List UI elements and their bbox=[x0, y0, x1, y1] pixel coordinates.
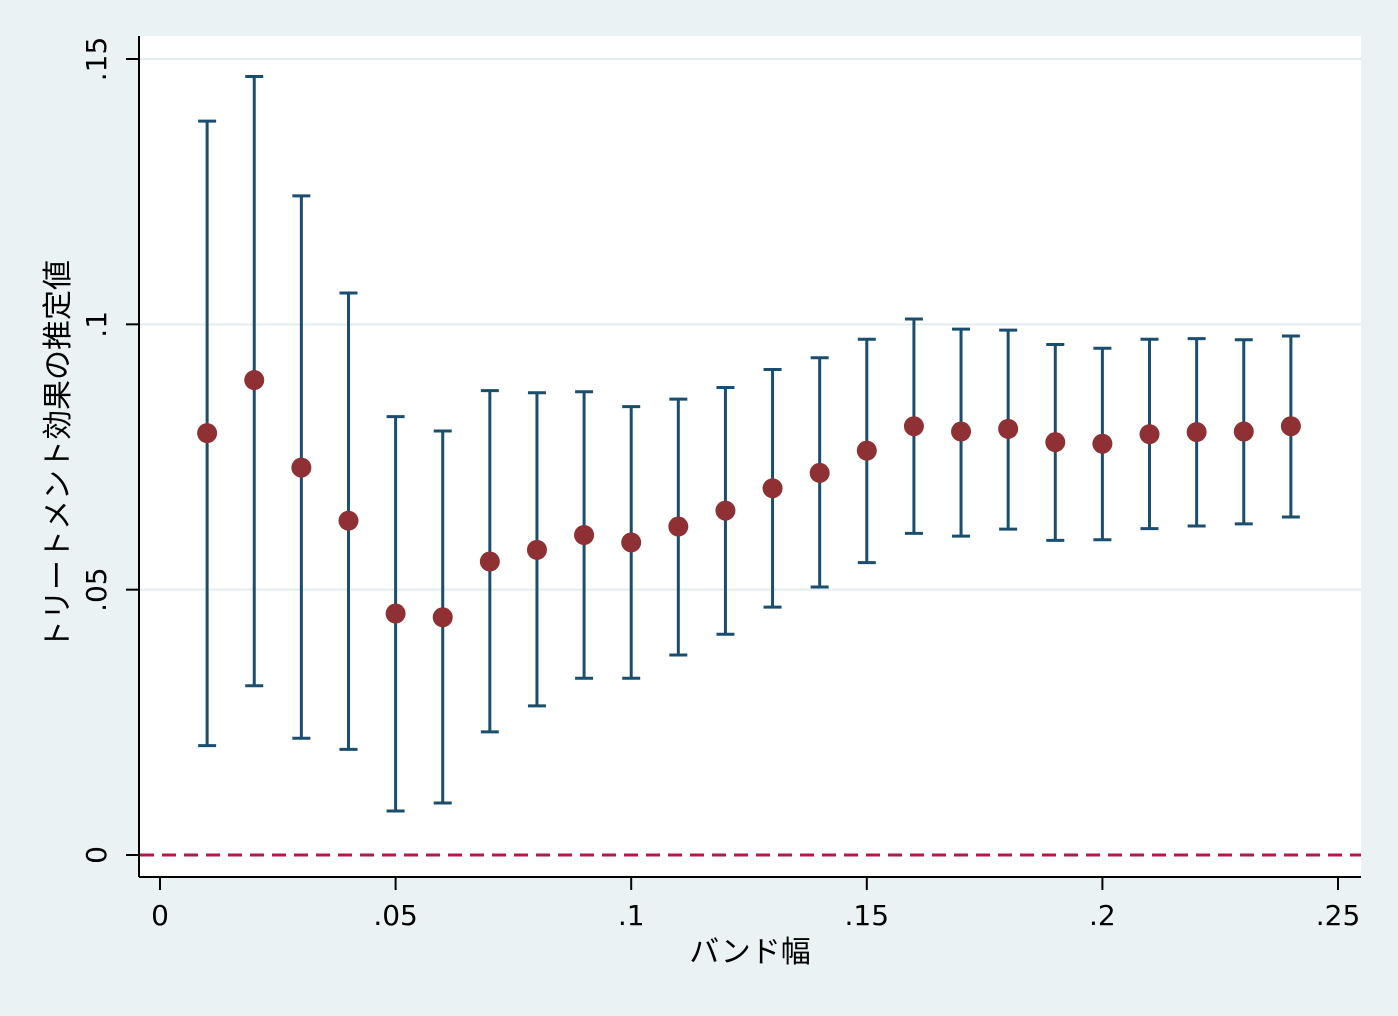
x-tick-label: .25 bbox=[1316, 899, 1361, 932]
estimate-point bbox=[809, 462, 830, 483]
plot-background bbox=[139, 36, 1361, 876]
estimate-point bbox=[432, 607, 453, 628]
y-tick-label: .15 bbox=[80, 37, 113, 82]
estimate-point bbox=[1045, 432, 1066, 453]
x-tick-label: .15 bbox=[845, 899, 890, 932]
x-axis-title: バンド幅 bbox=[689, 935, 811, 970]
estimate-point bbox=[1233, 421, 1254, 442]
estimate-point bbox=[197, 423, 218, 444]
estimate-point bbox=[479, 551, 500, 572]
estimate-point bbox=[1186, 422, 1207, 443]
estimate-point bbox=[1280, 416, 1301, 437]
x-axis-ticks: 0 .05 .1 .15 .2 .25 bbox=[151, 877, 1360, 932]
y-axis-ticks: 0 .05 .1 .15 bbox=[80, 37, 139, 864]
estimate-point bbox=[903, 416, 924, 437]
x-tick-label: .05 bbox=[373, 899, 418, 932]
estimate-point bbox=[762, 478, 783, 499]
x-tick-label: .2 bbox=[1089, 899, 1116, 932]
x-tick-label: 0 bbox=[151, 899, 169, 932]
estimate-point bbox=[856, 440, 877, 461]
estimate-point bbox=[621, 532, 642, 553]
estimate-point bbox=[1092, 433, 1113, 454]
estimate-point bbox=[385, 603, 406, 624]
estimate-point bbox=[526, 539, 547, 560]
y-tick-label: 0 bbox=[80, 846, 113, 864]
x-tick-label: .1 bbox=[618, 899, 645, 932]
estimate-point bbox=[574, 525, 595, 546]
estimate-point bbox=[715, 500, 736, 521]
gridlines bbox=[140, 58, 1361, 591]
y-tick-label: .05 bbox=[80, 567, 113, 612]
estimate-point bbox=[244, 370, 265, 391]
y-axis-title: トリートメント効果の推定値 bbox=[41, 260, 76, 650]
data-points bbox=[197, 370, 1301, 628]
y-tick-label: .1 bbox=[80, 311, 113, 338]
estimate-point bbox=[951, 421, 972, 442]
estimate-point bbox=[668, 516, 689, 537]
estimate-point bbox=[338, 510, 359, 531]
estimate-point bbox=[291, 457, 312, 478]
estimate-point bbox=[1139, 424, 1160, 445]
estimate-point bbox=[998, 418, 1019, 439]
